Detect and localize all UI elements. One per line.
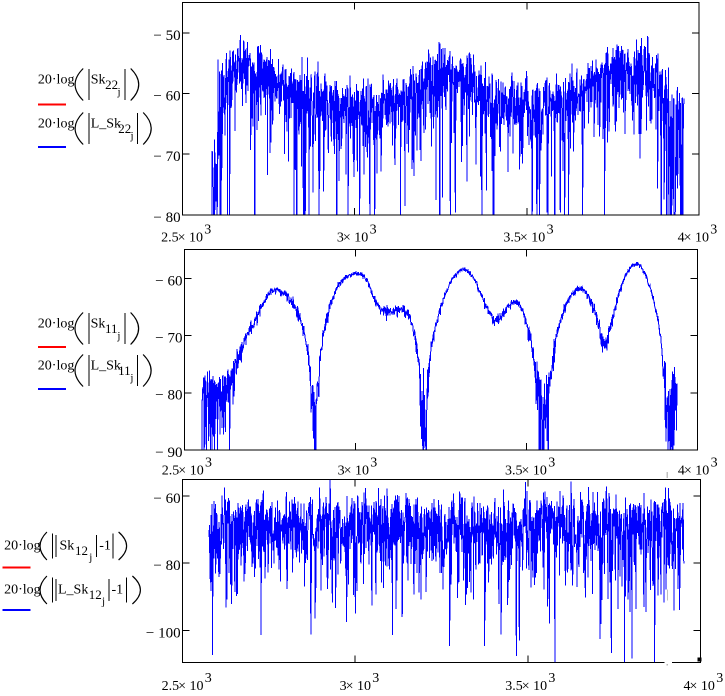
- svg-text:10: 10: [189, 230, 203, 245]
- svg-text:L_Sk: L_Sk: [58, 583, 88, 598]
- svg-text:j: j: [129, 372, 133, 384]
- svg-text:Sk: Sk: [91, 317, 106, 332]
- svg-text:×: ×: [522, 679, 530, 694]
- svg-text:3: 3: [547, 223, 554, 238]
- svg-text:10: 10: [533, 679, 547, 694]
- svg-text:20·log: 20·log: [38, 359, 75, 374]
- svg-text:10: 10: [354, 230, 368, 245]
- svg-text:10: 10: [701, 679, 715, 694]
- svg-text:10: 10: [357, 679, 371, 694]
- svg-text:− 80: − 80: [153, 558, 180, 574]
- svg-text:3: 3: [370, 456, 377, 471]
- svg-text:j: j: [101, 596, 105, 608]
- svg-text:×: ×: [178, 464, 186, 479]
- svg-text:L_Sk: L_Sk: [91, 117, 121, 132]
- svg-text:22: 22: [118, 121, 131, 136]
- svg-text:11: 11: [118, 363, 131, 378]
- svg-text:20·log: 20·log: [38, 117, 75, 132]
- svg-text:3.5: 3.5: [503, 230, 521, 245]
- svg-text:3: 3: [716, 671, 723, 686]
- svg-text:4: 4: [678, 230, 685, 245]
- svg-text:L_Sk: L_Sk: [91, 359, 121, 374]
- svg-text:3.5: 3.5: [505, 464, 523, 479]
- svg-text:3: 3: [711, 456, 718, 471]
- svg-text:− 70: − 70: [153, 149, 180, 165]
- svg-text:− 70: − 70: [155, 331, 182, 347]
- svg-text:22: 22: [105, 77, 118, 92]
- svg-text:×: ×: [343, 230, 351, 245]
- svg-text:j: j: [130, 130, 134, 142]
- svg-text:20·log: 20·log: [38, 73, 75, 88]
- svg-text:3: 3: [205, 671, 212, 686]
- svg-text:2.5: 2.5: [162, 679, 180, 694]
- svg-text:10: 10: [190, 464, 204, 479]
- svg-text:2.5: 2.5: [161, 230, 179, 245]
- svg-text:3: 3: [548, 456, 555, 471]
- svg-text:3: 3: [340, 679, 347, 694]
- svg-text:2.5: 2.5: [162, 464, 180, 479]
- svg-text:×: ×: [684, 464, 692, 479]
- svg-text:3.5: 3.5: [505, 679, 523, 694]
- svg-text:10: 10: [695, 230, 709, 245]
- svg-text:4: 4: [684, 679, 691, 694]
- svg-text:×: ×: [346, 679, 354, 694]
- svg-text:3: 3: [548, 671, 555, 686]
- svg-text:j: j: [88, 552, 92, 564]
- svg-text:11: 11: [105, 321, 118, 336]
- svg-text:×: ×: [690, 679, 698, 694]
- svg-text:− 50: − 50: [153, 28, 180, 44]
- svg-text:12: 12: [89, 587, 102, 602]
- svg-text:− 60: − 60: [153, 491, 180, 507]
- svg-text:×: ×: [178, 230, 186, 245]
- svg-text:3: 3: [337, 230, 344, 245]
- svg-text:20·log: 20·log: [38, 317, 75, 332]
- svg-text:10: 10: [190, 679, 204, 694]
- svg-text:×: ×: [684, 230, 692, 245]
- svg-text:20·log: 20·log: [4, 539, 41, 554]
- svg-text:-1: -1: [112, 583, 124, 598]
- svg-text:Sk: Sk: [91, 73, 106, 88]
- svg-text:×: ×: [520, 230, 528, 245]
- svg-text:3: 3: [338, 464, 345, 479]
- svg-text:3: 3: [204, 223, 211, 238]
- svg-text:− 90: − 90: [155, 445, 182, 461]
- svg-text:10: 10: [355, 464, 369, 479]
- svg-text:10: 10: [533, 464, 547, 479]
- svg-text:3: 3: [372, 671, 379, 686]
- svg-text:10: 10: [531, 230, 545, 245]
- svg-text:Sk: Sk: [60, 539, 75, 554]
- svg-text:4: 4: [678, 464, 685, 479]
- svg-text:− 100: − 100: [146, 625, 181, 641]
- svg-text:− 80: − 80: [153, 210, 180, 226]
- svg-text:3: 3: [205, 456, 212, 471]
- svg-text:− 80: − 80: [155, 388, 182, 404]
- svg-text:− 60: − 60: [153, 89, 180, 105]
- svg-text:-1: -1: [99, 539, 111, 554]
- svg-text:3: 3: [710, 223, 717, 238]
- svg-text:j: j: [116, 330, 120, 342]
- svg-text:j: j: [117, 86, 121, 98]
- svg-text:− 60: − 60: [155, 273, 182, 289]
- svg-text:×: ×: [178, 679, 186, 694]
- svg-text:12: 12: [75, 543, 88, 558]
- svg-text:×: ×: [522, 464, 530, 479]
- svg-text:20·log: 20·log: [4, 583, 41, 598]
- svg-text:3: 3: [370, 223, 377, 238]
- svg-text:10: 10: [695, 464, 709, 479]
- svg-text:×: ×: [344, 464, 352, 479]
